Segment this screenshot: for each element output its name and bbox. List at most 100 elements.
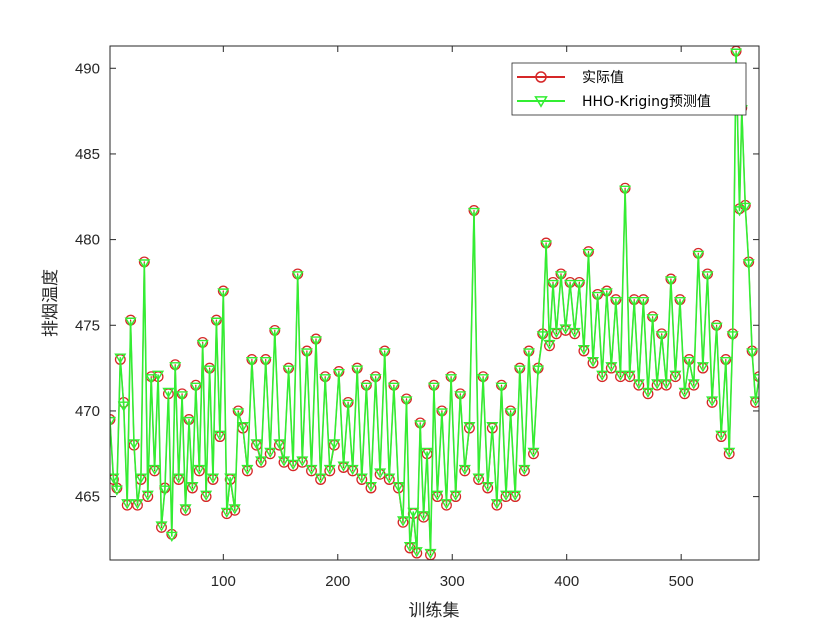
data-point-predicted (342, 399, 355, 411)
legend: 实际值 HHO-Kriging预测值 (511, 62, 747, 116)
data-point-predicted (723, 447, 736, 459)
data-point-predicted (145, 374, 158, 385)
data-point-predicted (110, 485, 123, 496)
data-point-predicted (346, 464, 359, 476)
x-tick-label: 400 (554, 573, 579, 590)
data-point-predicted (400, 396, 413, 407)
data-point-predicted (378, 348, 391, 359)
data-point-predicted (463, 422, 476, 433)
data-point-predicted (619, 185, 632, 196)
data-point-predicted (124, 317, 137, 328)
x-tick-label: 300 (440, 573, 465, 590)
data-point-predicted (632, 379, 645, 390)
data-point-predicted (683, 356, 696, 368)
data-point-predicted (217, 288, 230, 299)
data-point-predicted (587, 356, 600, 368)
data-point-predicted (651, 379, 664, 390)
y-axis-title: 排烟温度 (41, 269, 61, 337)
data-point-predicted (454, 391, 467, 402)
data-point-predicted (141, 490, 154, 501)
data-point-predicted (518, 464, 531, 476)
data-point-predicted (273, 439, 286, 450)
data-point-predicted (431, 490, 444, 501)
data-point-predicted (114, 353, 127, 364)
data-point-predicted (673, 296, 687, 308)
data-point-predicted (196, 339, 209, 351)
data-point-predicted (169, 362, 182, 373)
data-point-predicted (210, 317, 223, 328)
data-point-predicted (287, 459, 300, 470)
data-point-predicted (110, 473, 120, 484)
data-point-predicted (152, 370, 165, 381)
data-point-actual (110, 414, 116, 425)
legend-label-predicted: HHO-Kriging预测值 (582, 94, 711, 110)
data-point-predicted (614, 370, 627, 381)
legend-box (511, 62, 747, 116)
data-point-predicted (504, 408, 517, 419)
data-point-predicted (628, 296, 641, 308)
data-point-predicted (200, 490, 213, 501)
data-point-predicted (337, 461, 350, 472)
data-point-predicted (220, 507, 233, 518)
legend-marker-predicted (534, 96, 548, 108)
data-point-predicted (323, 464, 336, 476)
data-point-predicted (591, 291, 604, 303)
data-point-predicted (715, 430, 728, 441)
data-point-predicted (752, 374, 759, 385)
data-point-predicted (232, 408, 245, 419)
x-axis-title: 训练集 (409, 601, 460, 621)
data-point-predicted (224, 473, 237, 484)
data-point-predicted (623, 370, 636, 381)
data-point-predicted (706, 396, 719, 407)
data-point-predicted (374, 468, 387, 479)
legend-marker-actual (535, 71, 547, 83)
data-point-predicted (609, 296, 622, 308)
data-point-predicted (360, 382, 373, 393)
data-point-predicted (536, 331, 549, 342)
data-point-predicted (481, 482, 494, 493)
data-point-predicted (467, 207, 481, 219)
data-point-predicted (264, 447, 277, 459)
data-point-predicted (559, 324, 572, 335)
data-point-predicted (605, 362, 618, 373)
data-point-predicted (692, 250, 705, 261)
plot-area (110, 46, 759, 560)
data-point-predicted (259, 356, 272, 368)
data-point-predicted (383, 473, 396, 484)
data-point-predicted (407, 507, 420, 518)
data-point-predicted (637, 296, 650, 308)
series-layer (110, 46, 759, 560)
data-point-predicted (182, 416, 196, 428)
data-point-predicted (241, 464, 254, 476)
data-point-predicted (110, 416, 117, 428)
data-point-predicted (236, 422, 249, 433)
data-point-predicted (550, 327, 563, 339)
data-point-predicted (596, 370, 609, 381)
data-point-predicted (701, 271, 714, 282)
data-point-predicted (449, 490, 462, 501)
data-point-predicted (255, 456, 268, 467)
data-point-predicted (733, 206, 746, 217)
y-tick-label: 470 (75, 403, 100, 420)
data-point-predicted (172, 473, 185, 484)
y-tick-label: 480 (75, 232, 100, 249)
data-point-predicted (332, 368, 345, 380)
data-point-predicted (646, 314, 659, 325)
data-point-predicted (746, 348, 759, 359)
data-point-predicted (573, 279, 586, 291)
data-point-predicted (351, 365, 364, 376)
x-tick-label: 200 (325, 573, 350, 590)
data-point-predicted (364, 482, 377, 493)
data-point-predicted (355, 473, 368, 484)
data-point-predicted (155, 521, 168, 532)
y-tick-label: 490 (75, 60, 100, 77)
data-point-predicted (148, 464, 161, 476)
data-point-predicted (296, 456, 309, 467)
data-point-predicted (490, 499, 503, 510)
data-point-predicted (165, 531, 178, 542)
data-point-predicted (117, 401, 130, 412)
data-point-predicted (158, 485, 171, 496)
data-point-predicted (268, 327, 281, 339)
data-point-predicted (228, 504, 241, 515)
data-point-predicted (577, 344, 590, 356)
